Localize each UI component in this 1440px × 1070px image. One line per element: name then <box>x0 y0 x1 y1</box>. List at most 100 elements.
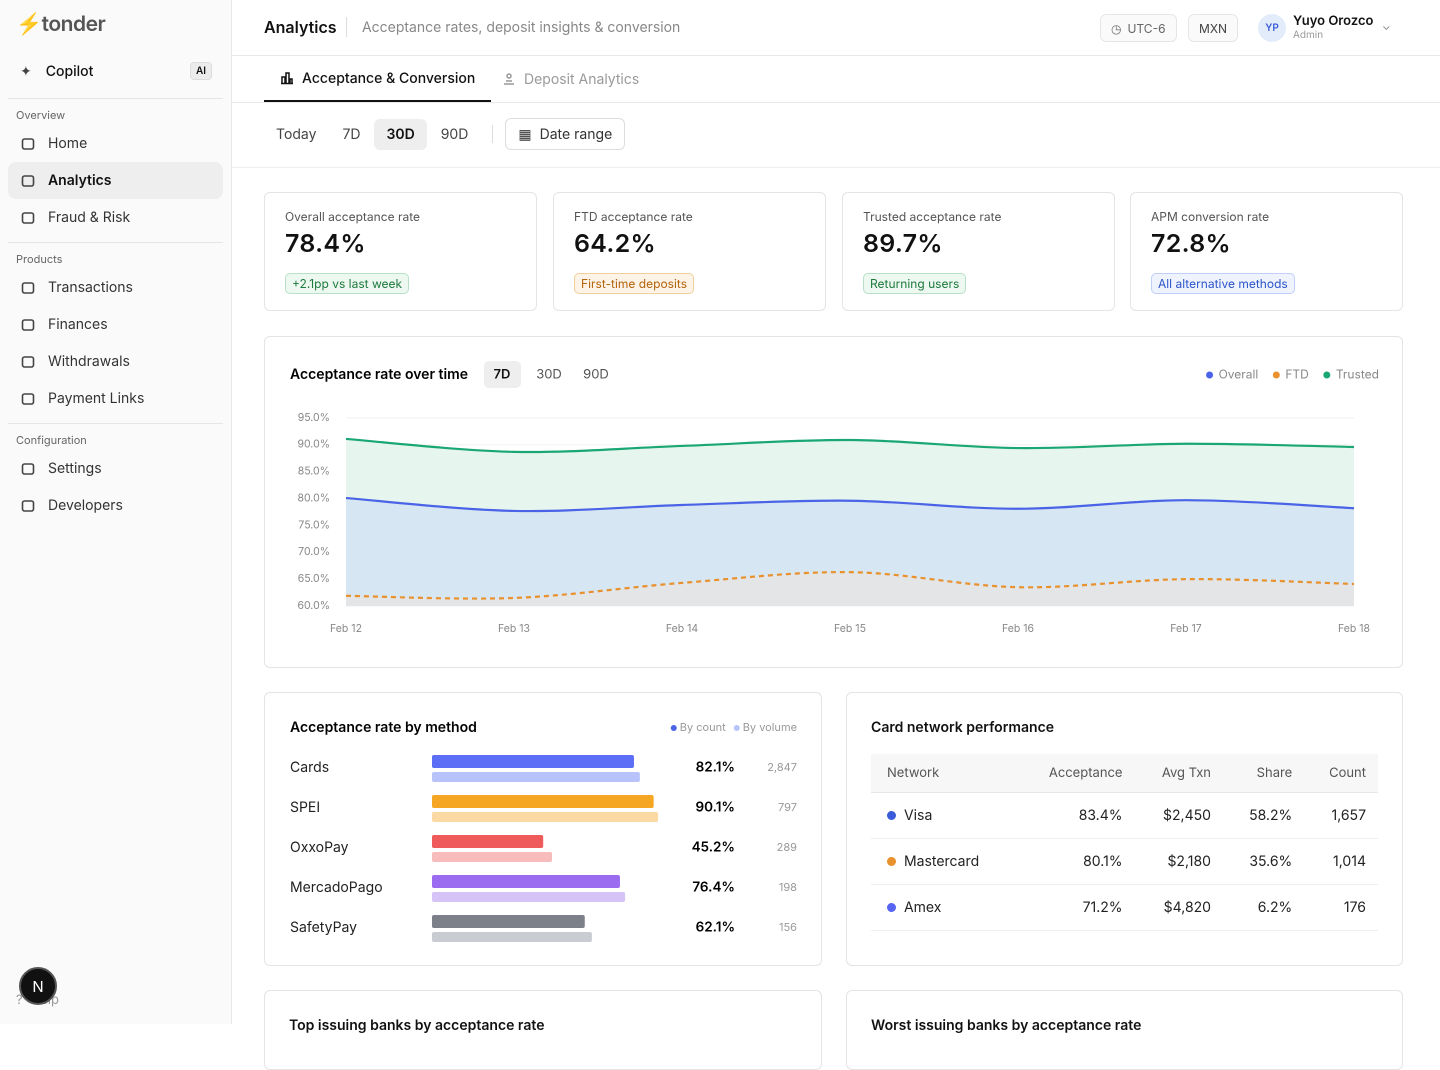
bar <box>432 835 544 848</box>
range-option[interactable]: 30D <box>374 118 427 150</box>
area <box>346 498 1354 606</box>
nav-icon <box>21 318 35 331</box>
bar <box>432 915 585 928</box>
cell-text: 6.2% <box>1257 898 1293 916</box>
count-label: 289 <box>777 840 798 854</box>
legend-dot <box>1272 371 1280 379</box>
nav-label: Developers <box>48 497 123 514</box>
table-cell: 83.4% <box>1016 792 1135 839</box>
table-row[interactable]: Visa 83.4% $2,450 58.2% 1,657 <box>871 792 1378 839</box>
date-range[interactable]: ▦ Date range <box>505 118 626 150</box>
avatar[interactable]: N <box>19 967 57 1005</box>
nav-item[interactable]: Fraud & Risk <box>8 199 223 236</box>
category-label: SPEI <box>290 799 320 816</box>
category-label: OxxoPay <box>290 839 349 856</box>
user-name[interactable]: Yuyo Orozco <box>1293 13 1374 29</box>
nav-item[interactable]: Developers <box>8 487 223 524</box>
table-cell: 6.2% <box>1222 884 1305 931</box>
tab[interactable]: Acceptance & Conversion <box>264 56 492 102</box>
table-cell: 35.6% <box>1222 838 1305 885</box>
category-label: MercadoPago <box>290 879 383 896</box>
card-title: Card network performance <box>871 719 1055 736</box>
cell-text: Amex <box>904 898 942 916</box>
nav-item[interactable]: Settings <box>8 450 223 487</box>
cell-text: 176 <box>1343 898 1366 916</box>
nav-label: Home <box>48 135 88 152</box>
line <box>345 496 1355 513</box>
nav-item[interactable]: Withdrawals <box>8 343 223 380</box>
kpi-note: +2.1pp vs last week <box>285 273 410 294</box>
line <box>345 571 1355 600</box>
kpi-label: FTD acceptance rate <box>574 209 693 224</box>
timezone[interactable]: ◷ UTC-6 <box>1100 14 1177 42</box>
table-cell: Visa <box>871 792 1017 839</box>
copilot[interactable]: ✦ Copilot AI <box>20 60 212 82</box>
nav-icon <box>21 281 35 294</box>
chevron[interactable]: ⌄ <box>1382 19 1391 33</box>
logo[interactable]: ⚡tonder <box>16 12 106 37</box>
cell-text: $2,180 <box>1167 852 1211 870</box>
page-title: Analytics <box>264 17 337 37</box>
cell-text: $4,820 <box>1163 898 1211 916</box>
cell-text: 1,657 <box>1331 806 1367 824</box>
table-cell: 71.2% <box>1016 884 1135 931</box>
table-row[interactable]: Amex 71.2% $4,820 6.2% 176 <box>871 884 1378 931</box>
area <box>346 572 1354 606</box>
y-tick-label: 60.0% <box>297 599 330 612</box>
nav-item[interactable]: Finances <box>8 306 223 343</box>
table-cell: 80.1% <box>1016 838 1135 885</box>
timezone-label: UTC-6 <box>1127 20 1166 36</box>
currency[interactable]: MXN <box>1188 14 1239 42</box>
nav-item[interactable]: Payment Links <box>8 380 223 417</box>
table-row[interactable]: Mastercard 80.1% $2,180 35.6% 1,014 <box>871 838 1378 885</box>
cell-text: Visa <box>904 806 933 824</box>
column-header: Count <box>1304 754 1378 793</box>
topbar: Analytics Acceptance rates, deposit insi… <box>232 0 1440 56</box>
nav-item[interactable]: Analytics <box>8 162 223 199</box>
value-label: 45.2% <box>692 840 735 856</box>
nav-label: Settings <box>48 460 102 477</box>
table-cell: 176 <box>1304 884 1378 931</box>
nav-icon <box>21 211 35 224</box>
value-label: 82.1% <box>696 760 735 776</box>
line-chart: Acceptance rate over time 7D 30D 90D Trusted… <box>290 361 1379 635</box>
table-cell: $2,450 <box>1134 792 1223 839</box>
user-avatar[interactable]: YP <box>1258 14 1286 42</box>
sidebar: ⚡tonder ✦ Copilot AI Overview Home Analytics… <box>0 0 232 1024</box>
legend-dot <box>1206 371 1214 379</box>
cell-text: Mastercard <box>904 852 980 870</box>
y-tick-label: 65.0% <box>298 572 330 585</box>
range-selector: Today 7D 30D 90D ▦ Date range <box>264 118 626 150</box>
kpi-card: APM conversion rate 72.8% All alternative … <box>1130 192 1403 311</box>
nav-icon <box>21 137 35 150</box>
kpi-note: Returning users <box>863 273 967 294</box>
y-tick-label: 90.0% <box>297 438 330 451</box>
legend-label: By volume <box>743 720 797 734</box>
range-option[interactable]: 7D <box>342 125 361 143</box>
banks-card: Top issuing banks by acceptance rate <box>264 990 822 1070</box>
nav-label: Fraud & Risk <box>48 209 131 226</box>
table-body: Visa 83.4% $2,450 58.2% 1,657 Mastercard 80.1%… <box>871 792 1378 931</box>
tabs: Acceptance & Conversion Deposit Analytic… <box>232 56 1440 103</box>
bar <box>432 772 640 782</box>
nav-icon <box>21 392 35 405</box>
tab[interactable]: Deposit Analytics <box>486 56 655 102</box>
network-table: Network Acceptance Avg Txn Share Count Visa 83… <box>871 754 1378 931</box>
nav-item[interactable]: Transactions <box>8 269 223 306</box>
kpi-value: 72.8% <box>1151 229 1231 259</box>
y-tick-label: 95.0% <box>298 411 330 424</box>
column-header: Network <box>871 754 1017 793</box>
network-dot <box>887 856 896 866</box>
range-option[interactable]: Today <box>276 125 317 143</box>
nav: Overview Home Analytics Fraud & Risk Product… <box>0 92 231 524</box>
network-dot <box>887 810 896 820</box>
nav-item[interactable]: Home <box>8 125 223 162</box>
chart-title: Acceptance rate by method <box>290 719 477 736</box>
cell-text: 71.2% <box>1082 898 1123 916</box>
y-tick-label: 85.0% <box>298 465 330 478</box>
bar <box>432 812 659 822</box>
divider <box>8 98 223 99</box>
x-tick-label: Feb 16 <box>1002 622 1034 635</box>
range-option[interactable]: 90D <box>440 125 469 143</box>
nav-label: Payment Links <box>48 390 145 407</box>
